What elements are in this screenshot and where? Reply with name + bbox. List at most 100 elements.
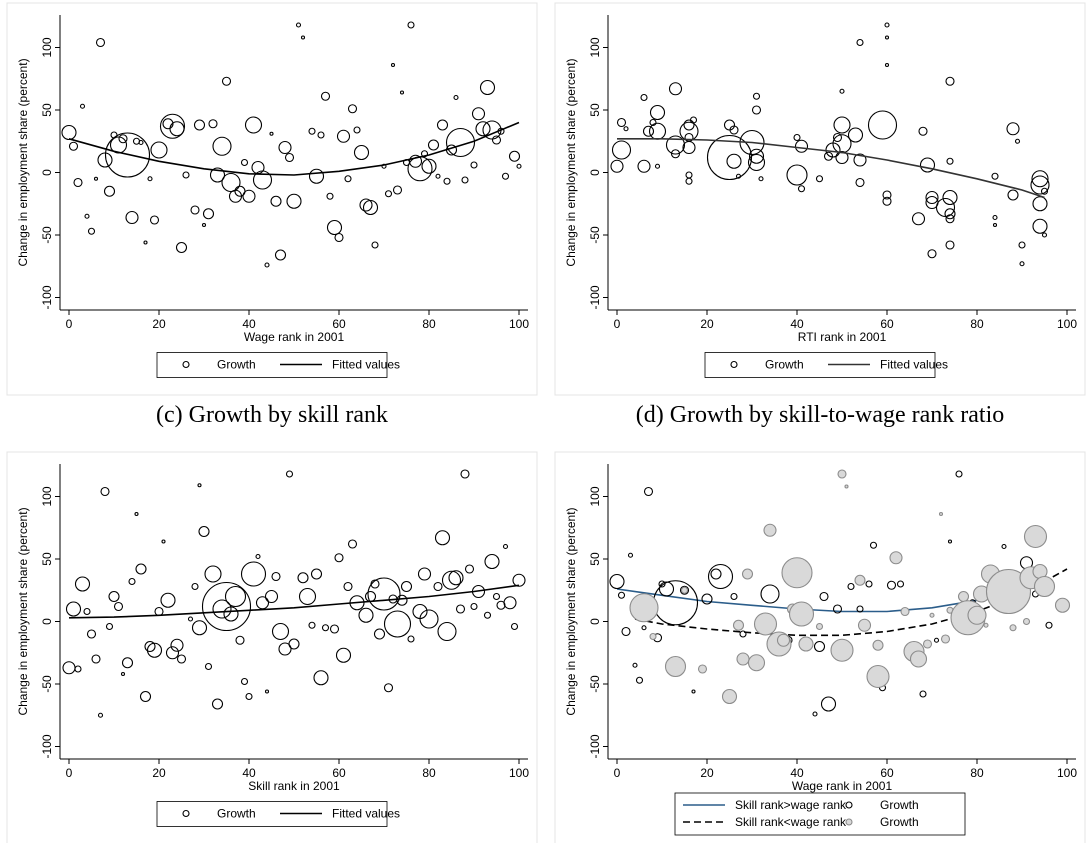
x-tick-label: 0	[614, 317, 621, 331]
growth-marker	[1031, 170, 1049, 188]
growth-marker	[955, 470, 963, 478]
growth-marker	[252, 170, 273, 190]
growth-marker	[991, 172, 999, 180]
growth-marker	[944, 208, 956, 220]
y-tick-label: 100	[40, 486, 54, 506]
growth-marker	[886, 580, 897, 590]
growth-marker	[221, 172, 241, 193]
growth-marker	[190, 205, 200, 215]
y-tick-label: 100	[588, 486, 602, 506]
growth-marker	[516, 163, 522, 169]
growth-marker	[62, 661, 76, 675]
growth-marker	[839, 88, 845, 94]
growth-marker	[364, 590, 377, 603]
growth-marker	[464, 564, 475, 574]
growth-marker	[396, 594, 408, 606]
growth-marker	[326, 219, 343, 236]
growth-marker	[649, 104, 666, 121]
y-tick-label: 100	[40, 37, 54, 57]
growth-marker	[460, 469, 470, 479]
growth-marker	[182, 171, 190, 179]
growth-marker	[1023, 524, 1048, 549]
growth-marker	[679, 121, 699, 141]
x-tick-label: 40	[790, 317, 804, 331]
growth-marker	[865, 580, 873, 588]
x-tick-label: 20	[700, 766, 714, 780]
growth-marker	[627, 552, 634, 558]
growth-marker	[685, 177, 693, 185]
growth-marker	[658, 580, 666, 588]
growth-marker	[741, 568, 754, 580]
growth-marker	[617, 591, 626, 599]
growth-marker	[383, 610, 412, 638]
y-axis-label: Change in employment share (percent)	[16, 507, 30, 715]
growth-marker	[649, 118, 657, 127]
growth-marker	[691, 689, 696, 694]
legend-label: Growth	[765, 358, 804, 372]
panel-caption: (c) Growth by skill rank	[156, 402, 388, 428]
growth-marker	[723, 119, 736, 131]
growth-marker	[128, 577, 136, 586]
growth-marker	[918, 126, 928, 136]
fitted-line	[68, 584, 520, 619]
growth-marker	[470, 602, 478, 611]
growth-marker	[204, 565, 222, 583]
growth-marker	[658, 581, 675, 597]
growth-marker	[760, 584, 780, 604]
growth-marker	[358, 607, 374, 623]
growth-marker	[271, 622, 290, 641]
growth-marker	[729, 125, 739, 135]
growth-marker	[938, 511, 944, 517]
growth-marker	[884, 35, 890, 40]
growth-marker	[896, 580, 905, 588]
growth-marker	[392, 185, 403, 195]
growth-marker	[856, 38, 864, 47]
growth-marker	[470, 161, 478, 169]
growth-marker	[642, 125, 655, 137]
growth-marker	[308, 168, 325, 184]
growth-marker	[735, 173, 742, 179]
growth-marker	[732, 619, 745, 631]
panel-frame	[554, 2, 1086, 396]
growth-marker	[992, 214, 998, 221]
x-tick-label: 0	[66, 766, 73, 780]
growth-marker	[882, 196, 892, 206]
growth-marker	[664, 655, 687, 678]
growth-marker	[407, 21, 415, 29]
legend-label: Growth	[217, 807, 256, 821]
growth-marker	[105, 622, 114, 631]
growth-marker	[441, 570, 462, 590]
growth-marker	[104, 132, 151, 178]
growth-marker	[793, 133, 801, 142]
legend-marker	[182, 809, 190, 818]
growth-marker	[427, 139, 440, 151]
growth-marker	[212, 599, 232, 619]
growth-marker	[125, 210, 139, 225]
growth-marker	[925, 190, 939, 205]
growth-marker	[143, 240, 148, 245]
growth-marker	[255, 596, 270, 610]
growth-marker	[682, 140, 696, 155]
growth-marker	[264, 689, 270, 694]
growth-marker	[245, 692, 253, 701]
growth-marker	[788, 601, 815, 627]
x-tick-label: 80	[970, 317, 984, 331]
y-tick-label: -100	[588, 734, 602, 758]
legend-label: Fitted values	[332, 807, 400, 821]
legend-label: Growth	[217, 358, 256, 372]
legend-marker	[730, 360, 738, 369]
legend-box	[704, 352, 936, 378]
y-tick-label: -50	[588, 226, 602, 244]
growth-marker	[95, 37, 106, 48]
growth-marker	[854, 574, 866, 586]
growth-marker	[335, 647, 352, 663]
growth-marker	[1041, 232, 1048, 238]
growth-marker	[942, 189, 958, 206]
y-tick-label: 50	[588, 103, 602, 117]
legend-marker	[845, 801, 853, 809]
growth-marker	[274, 249, 287, 261]
growth-marker	[79, 103, 86, 109]
growth-marker	[1009, 624, 1017, 632]
growth-marker	[922, 639, 933, 649]
growth-marker	[295, 22, 302, 28]
